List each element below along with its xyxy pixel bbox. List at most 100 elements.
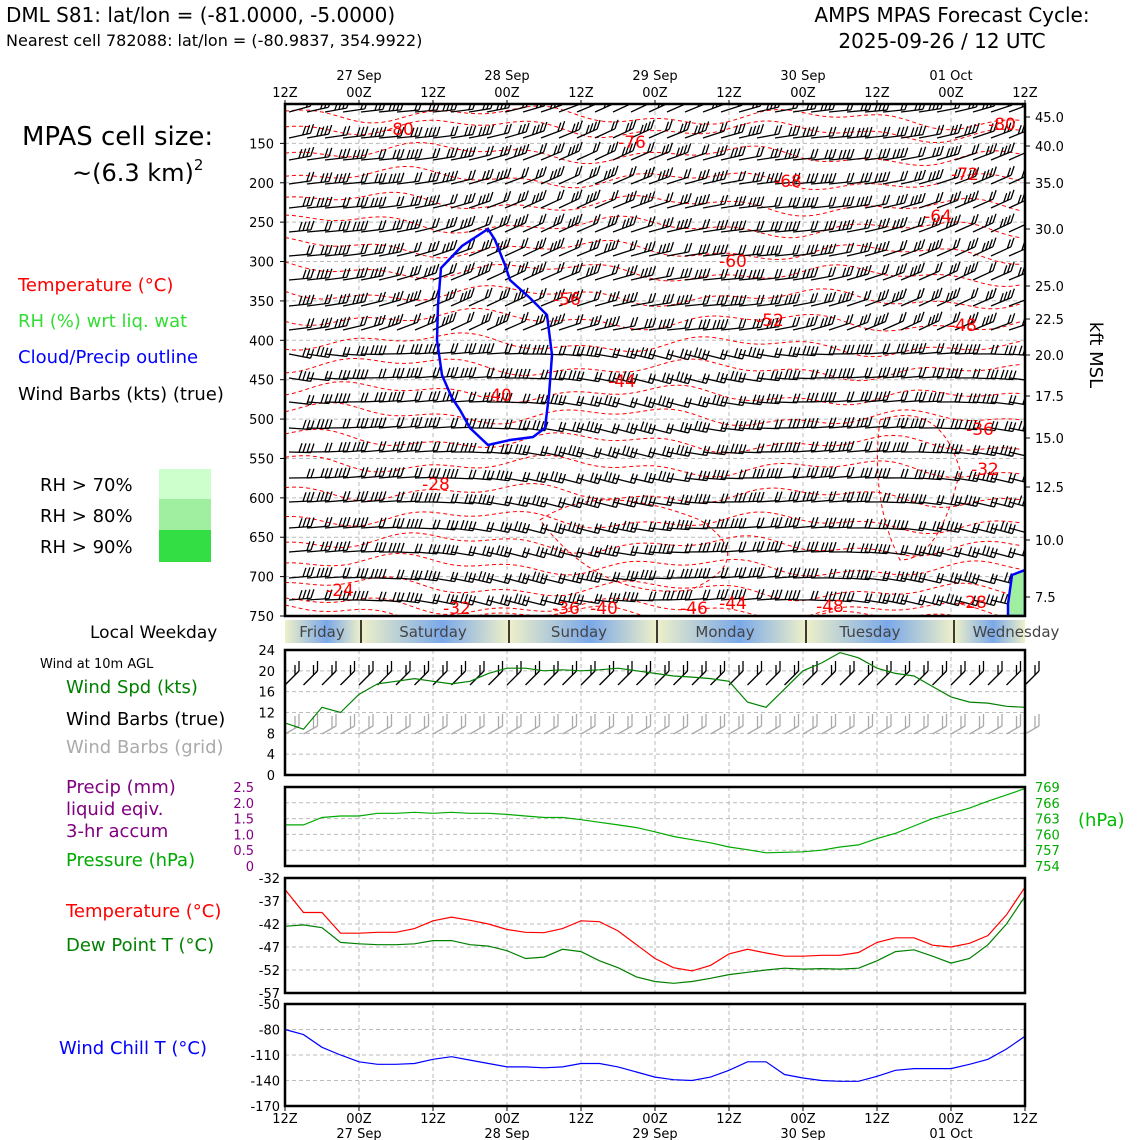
barb-feather xyxy=(860,104,864,111)
barb-feather xyxy=(661,372,667,382)
wind-barb xyxy=(396,104,422,113)
barb-feather xyxy=(760,196,765,206)
barb-feather xyxy=(521,191,526,202)
wind-barb-grid xyxy=(858,714,874,735)
barb-feather xyxy=(1031,595,1034,604)
barb-feather xyxy=(770,173,775,183)
barb-feather xyxy=(680,219,685,230)
barb-feather xyxy=(806,418,811,428)
barb-feather xyxy=(860,173,865,183)
barb-shaft xyxy=(728,725,744,735)
barb-feather xyxy=(518,344,523,354)
wind-barb xyxy=(990,189,1015,209)
wind-barb-grid xyxy=(377,714,393,735)
height-tick-label: 10.0 xyxy=(1035,534,1064,549)
barb-feather xyxy=(687,192,692,203)
barb-feather xyxy=(820,467,825,478)
barb-feather xyxy=(360,267,365,278)
barb-feather xyxy=(1006,215,1011,225)
barb-feather xyxy=(841,292,847,303)
barb-feather xyxy=(436,390,441,401)
wind-barb xyxy=(468,145,495,161)
wind-barb xyxy=(756,294,783,307)
barb-feather xyxy=(1021,104,1024,108)
wind-barb-grid xyxy=(414,714,430,735)
barb-feather xyxy=(562,345,567,356)
barb-feather xyxy=(842,518,847,528)
wind-barb xyxy=(702,268,729,281)
wind-barb xyxy=(378,440,405,453)
barb-feather xyxy=(310,395,315,405)
barb-feather xyxy=(985,216,990,227)
barb-shaft xyxy=(1008,130,1025,139)
barb-feather xyxy=(435,194,441,204)
barb-feather xyxy=(625,144,630,155)
barb-feather xyxy=(298,295,303,306)
barb-feather xyxy=(522,393,527,403)
barb-feather xyxy=(539,167,544,178)
barb-feather xyxy=(646,143,652,154)
barb-feather xyxy=(382,220,387,230)
barb-feather xyxy=(918,418,923,428)
barb-feather xyxy=(846,243,851,253)
temp-tick-label: -32 xyxy=(259,872,280,887)
wind-barb xyxy=(900,311,925,331)
barb-feather xyxy=(392,441,397,451)
barb-feather xyxy=(702,445,707,456)
barb-feather xyxy=(435,240,440,251)
barb-feather xyxy=(454,493,459,504)
barb-feather xyxy=(838,149,843,160)
barb-feather xyxy=(507,523,513,533)
barb-feather xyxy=(604,318,609,328)
barb-feather xyxy=(914,493,919,504)
barb-feather xyxy=(676,519,681,529)
barb-feather xyxy=(846,104,850,111)
barb-feather xyxy=(788,294,793,305)
barb-feather xyxy=(939,191,944,202)
barb-feather xyxy=(621,146,626,157)
wind-barb-true xyxy=(617,661,633,686)
precip-legend-2: liquid eqiv. xyxy=(66,799,163,820)
barb-feather xyxy=(628,167,634,178)
barb-feather xyxy=(539,314,544,324)
barb-feather xyxy=(418,518,423,529)
barb-feather xyxy=(517,217,522,227)
wind-barb xyxy=(882,239,908,257)
barb-feather xyxy=(706,589,711,599)
barb-feather xyxy=(629,241,634,251)
barb-feather xyxy=(792,268,797,279)
barb-feather xyxy=(665,193,670,203)
barb-feather xyxy=(846,569,851,579)
barb-feather xyxy=(701,122,706,133)
barb-feather xyxy=(507,123,513,134)
barb-feather xyxy=(669,94,672,103)
barb-feather xyxy=(549,170,554,181)
wind-barb-grid xyxy=(636,714,652,735)
barb-feather xyxy=(788,197,793,207)
barb-feather xyxy=(603,243,609,253)
barb-feather xyxy=(1003,522,1009,532)
barb-feather xyxy=(706,268,711,278)
barb-feather xyxy=(972,344,977,354)
barb-feather xyxy=(400,126,405,137)
barb-feather xyxy=(334,541,339,552)
barb-feather xyxy=(490,367,495,377)
barb-feather xyxy=(356,294,361,304)
barb-feather xyxy=(381,291,387,302)
wind-barb-grid xyxy=(469,714,485,735)
barb-feather xyxy=(298,443,303,453)
barb-feather xyxy=(985,169,990,179)
barb-feather xyxy=(720,295,725,305)
barb-feather xyxy=(932,104,936,111)
barb-feather xyxy=(449,264,454,274)
barb-feather xyxy=(730,221,735,232)
barb-feather xyxy=(1027,396,1030,405)
barb-feather xyxy=(553,145,558,155)
wind-barb xyxy=(288,268,315,281)
barb-feather xyxy=(310,171,315,182)
barb-feather xyxy=(382,591,387,602)
barb-feather xyxy=(338,173,343,183)
barb-feather xyxy=(770,393,775,404)
barb-feather xyxy=(478,494,483,504)
wind-barb xyxy=(810,104,836,113)
